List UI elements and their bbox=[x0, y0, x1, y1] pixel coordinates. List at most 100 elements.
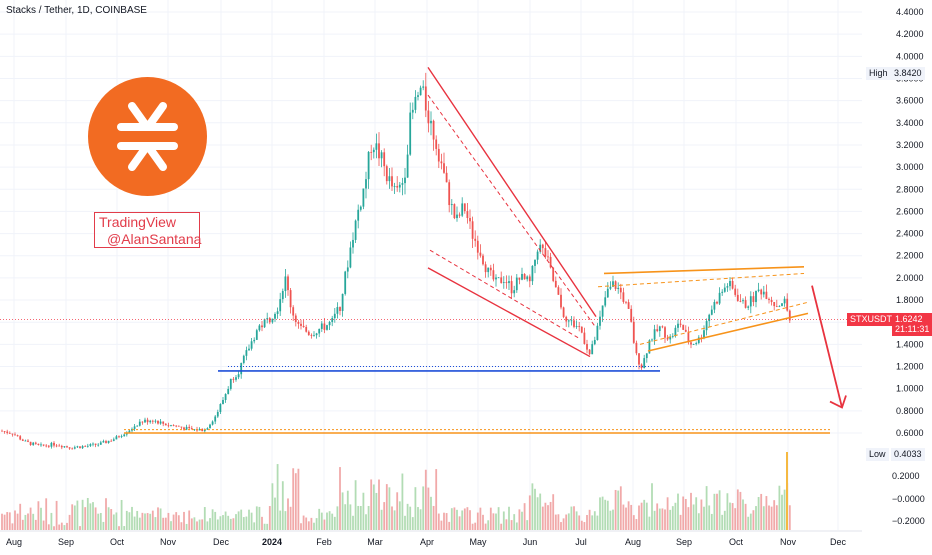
volume-bar bbox=[565, 514, 568, 530]
candle-body bbox=[427, 110, 430, 124]
candle-body bbox=[271, 318, 274, 323]
volume-bar bbox=[432, 505, 435, 530]
candle-body bbox=[770, 299, 773, 303]
volume-bar bbox=[79, 526, 81, 530]
time-tick-label: Nov bbox=[780, 537, 797, 547]
candle-body bbox=[765, 291, 768, 299]
volume-bar bbox=[359, 506, 362, 530]
candle-body bbox=[24, 440, 27, 442]
volume-bar bbox=[118, 526, 120, 530]
volume-bar bbox=[32, 513, 35, 530]
candle-body bbox=[497, 277, 500, 279]
candle-body bbox=[128, 430, 131, 433]
candle-body bbox=[240, 362, 243, 375]
volume-bar bbox=[370, 479, 373, 530]
candle-body bbox=[560, 294, 562, 308]
volume-bar bbox=[690, 492, 692, 530]
candle-body bbox=[8, 432, 11, 434]
volume-bar bbox=[435, 469, 438, 530]
volume-bar bbox=[476, 512, 479, 530]
candle-body bbox=[570, 320, 573, 322]
candle-body bbox=[164, 423, 167, 426]
volume-bar bbox=[729, 502, 731, 530]
volume-bar bbox=[479, 507, 482, 530]
volume-bar bbox=[591, 515, 594, 530]
candle-body bbox=[367, 151, 370, 180]
candle-body bbox=[167, 425, 170, 427]
candle-body bbox=[315, 333, 318, 336]
volume-bar bbox=[235, 514, 237, 530]
volume-bar bbox=[8, 512, 11, 530]
volume-bar bbox=[107, 507, 110, 530]
candle-body bbox=[76, 446, 79, 448]
candle-body bbox=[211, 421, 214, 425]
volume-bar bbox=[393, 510, 396, 530]
candle-body bbox=[281, 291, 284, 300]
volume-bar bbox=[731, 503, 734, 530]
time-tick-label: Apr bbox=[420, 537, 434, 547]
wedge-mid-dashed bbox=[427, 94, 597, 329]
volume-bar bbox=[112, 514, 115, 530]
candle-body bbox=[708, 314, 711, 322]
volume-bar bbox=[427, 487, 430, 530]
volume-bar bbox=[510, 520, 513, 530]
volume-bar bbox=[674, 502, 677, 530]
candle-body bbox=[328, 322, 331, 326]
price-tick-label: 4.4000 bbox=[896, 7, 924, 17]
candle-body bbox=[573, 320, 575, 327]
candle-body bbox=[45, 445, 48, 447]
candle-body bbox=[354, 220, 357, 240]
candle-body bbox=[617, 287, 620, 289]
volume-bar bbox=[211, 509, 214, 530]
volume-bar bbox=[466, 507, 469, 530]
candle-body bbox=[307, 331, 310, 335]
volume-bar bbox=[640, 502, 643, 530]
candle-body bbox=[638, 353, 640, 365]
volume-bar bbox=[102, 521, 105, 530]
volume-bar bbox=[471, 523, 474, 530]
volume-bar bbox=[3, 514, 6, 530]
candle-body bbox=[305, 327, 308, 332]
volume-bar bbox=[115, 512, 118, 530]
candle-body bbox=[411, 109, 414, 113]
candle-body bbox=[557, 287, 560, 295]
volume-tick-label: −0.0000 bbox=[892, 494, 925, 504]
candle-body bbox=[102, 441, 105, 443]
volume-bar bbox=[643, 499, 646, 530]
down-arrow-shaft bbox=[811, 285, 843, 408]
candle-body bbox=[333, 313, 336, 319]
candle-body bbox=[723, 287, 726, 292]
last-price-badge: 1.6242 bbox=[892, 313, 932, 326]
volume-bar bbox=[172, 514, 175, 530]
volume-bar bbox=[448, 521, 451, 530]
volume-bar bbox=[89, 503, 92, 530]
volume-bar bbox=[21, 519, 24, 530]
candle-body bbox=[479, 252, 482, 256]
volume-bar bbox=[601, 496, 604, 530]
candle-body bbox=[193, 429, 196, 431]
candle-body bbox=[310, 334, 313, 336]
candle-body bbox=[547, 256, 549, 258]
volume-bar bbox=[352, 515, 354, 530]
volume-bar bbox=[536, 497, 539, 530]
volume-bar bbox=[586, 515, 588, 530]
candle-body bbox=[180, 426, 183, 428]
volume-bar bbox=[1, 513, 3, 530]
candle-body bbox=[237, 374, 240, 378]
candle-body bbox=[736, 294, 739, 301]
candle-body bbox=[14, 434, 16, 436]
volume-bar bbox=[404, 515, 406, 530]
candle-body bbox=[502, 282, 505, 283]
candle-body bbox=[248, 348, 250, 351]
volume-bar bbox=[666, 497, 669, 530]
volume-bar bbox=[253, 522, 256, 530]
candle-body bbox=[726, 286, 729, 288]
volume-bar bbox=[773, 500, 776, 530]
volume-bar bbox=[523, 503, 526, 530]
time-tick-label: Nov bbox=[160, 537, 177, 547]
candle-body bbox=[284, 276, 287, 292]
candle-body bbox=[170, 424, 172, 426]
candle-body bbox=[661, 326, 664, 328]
candle-body bbox=[596, 325, 599, 341]
volume-bar bbox=[141, 512, 144, 530]
